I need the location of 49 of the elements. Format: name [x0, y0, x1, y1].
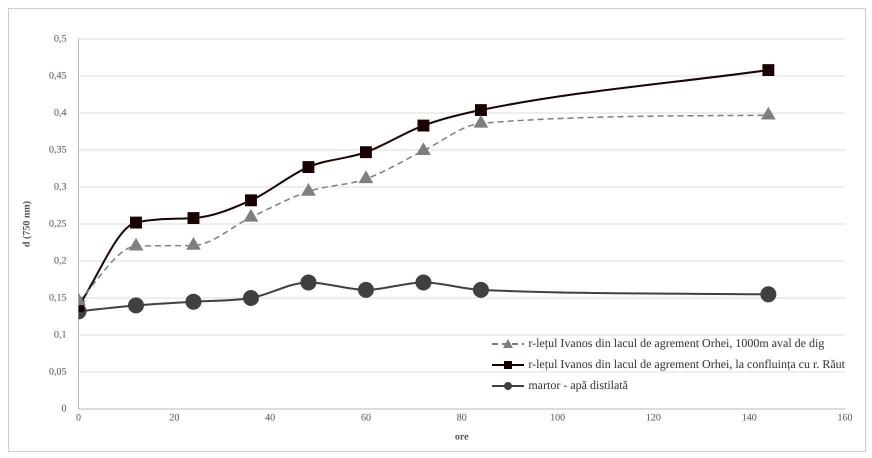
y-tick-label: 0: [62, 404, 66, 415]
y-tick-label: 0,15: [49, 292, 66, 304]
x-tick-label: 120: [646, 412, 661, 424]
x-axis-title: ore: [454, 432, 470, 443]
point: [472, 282, 489, 298]
point: [300, 274, 316, 290]
point: [242, 290, 259, 306]
y-tick-label: 0,3: [54, 182, 66, 193]
x-tick-label: 100: [550, 412, 566, 424]
y-axis-title: d (750 nm): [22, 200, 33, 248]
legend-label: r-lețul Ivanos din lacul de agrement Orhei, la confluința cu r. Răut: [528, 357, 845, 372]
x-tick-label: 20: [169, 412, 180, 424]
point: [244, 210, 258, 222]
point: [760, 286, 776, 302]
x-tick-label: 40: [265, 412, 276, 424]
point: [128, 297, 144, 314]
point: [358, 282, 374, 298]
point: [302, 184, 316, 196]
x-tick-label: 160: [838, 412, 852, 424]
point: [188, 212, 200, 224]
point: [762, 64, 774, 76]
y-tick-label: 0,25: [49, 218, 66, 230]
point: [359, 171, 373, 184]
point: [417, 120, 430, 132]
y-tick-label: 0,1: [54, 330, 66, 341]
point: [474, 116, 488, 128]
x-tick-label: 60: [360, 412, 371, 424]
point: [245, 194, 257, 206]
legend-label: martor - apă distilată: [528, 378, 628, 393]
y-tick-label: 0,4: [54, 108, 66, 119]
point: [416, 142, 430, 155]
y-tick-label: 0,35: [49, 144, 66, 156]
point: [415, 274, 432, 290]
x-tick-label: 80: [456, 412, 467, 424]
point: [129, 238, 143, 250]
x-tick-label: 0: [76, 412, 81, 424]
legend-label: r-lețul Ivanos din lacul de agrement Orhei, 1000m aval de dig: [528, 336, 824, 351]
point: [186, 238, 200, 250]
y-tick-label: 0,45: [49, 70, 66, 82]
point: [474, 104, 487, 116]
point: [130, 216, 142, 228]
point: [762, 107, 776, 120]
y-tick-label: 0,5: [54, 34, 66, 45]
x-tick-label: 140: [742, 412, 757, 424]
point: [302, 161, 314, 173]
y-tick-label: 0,2: [54, 256, 66, 267]
y-tick-label: 0,05: [49, 366, 66, 378]
point: [185, 294, 202, 310]
point: [360, 146, 372, 158]
